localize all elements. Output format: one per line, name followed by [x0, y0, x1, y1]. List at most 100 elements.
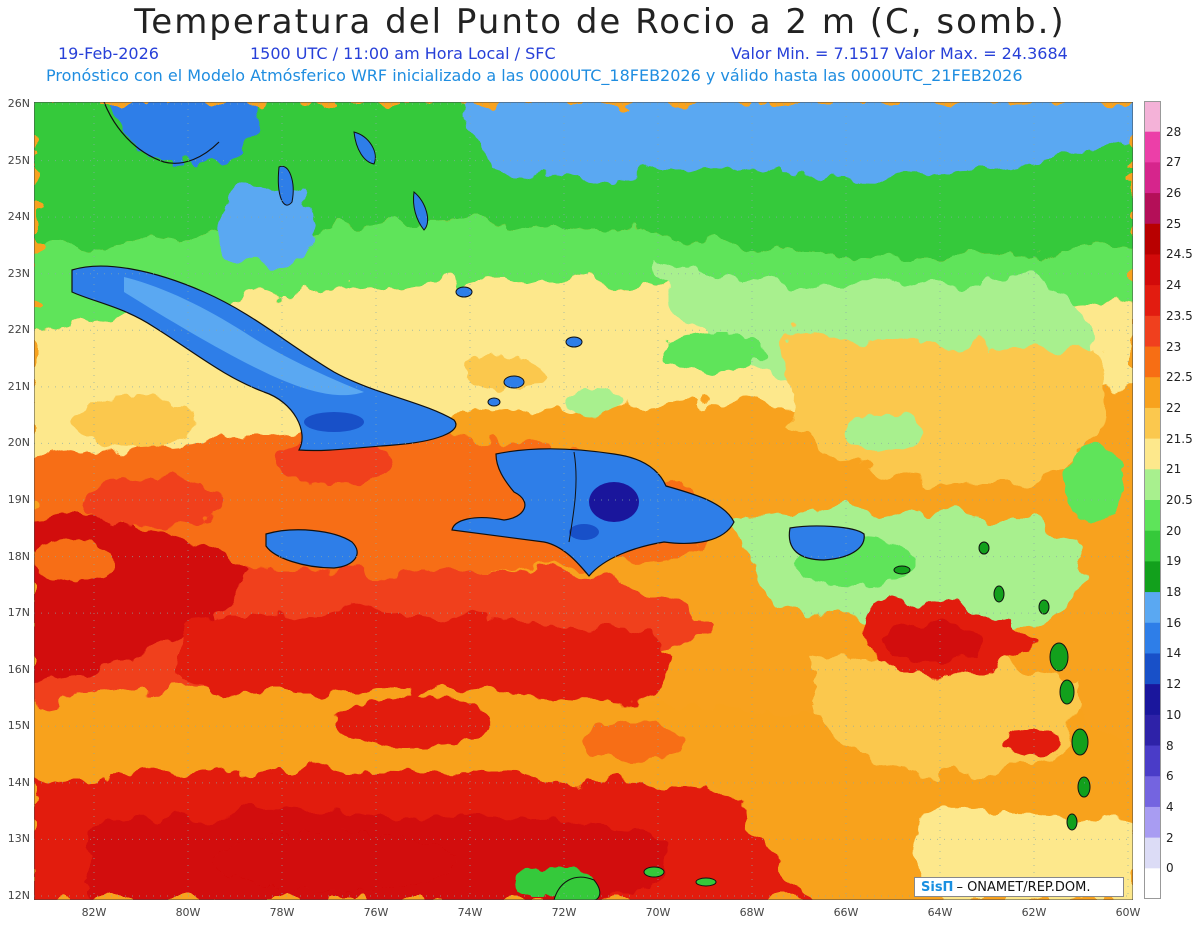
- colorbar-swatch: [1144, 530, 1161, 562]
- forecast-date: 19-Feb-2026: [58, 44, 159, 63]
- colorbar-label: 16: [1166, 615, 1182, 630]
- longitude-label: 66W: [833, 906, 859, 919]
- field-band-red-south: [184, 611, 669, 715]
- colorbar-swatch: [1144, 407, 1161, 440]
- bahamas-islands: [277, 131, 583, 407]
- colorbar-label: 2: [1166, 830, 1174, 845]
- colorbar-label: 12: [1166, 677, 1182, 692]
- colorbar-swatch: [1144, 223, 1161, 255]
- south-america-coast: [553, 866, 717, 900]
- field-detail: [34, 332, 1124, 897]
- colorbar-label: 10: [1166, 707, 1182, 722]
- field-blue-florida: [104, 102, 256, 164]
- colorbar-label: 23.5: [1166, 308, 1193, 323]
- dewpoint-map: [34, 102, 1133, 900]
- hispaniola: [451, 448, 735, 577]
- colorbar-label: 20.5: [1166, 493, 1193, 507]
- latitude-label: 24N: [7, 210, 30, 224]
- model-info-line: Pronóstico con el Modelo Atmósferico WRF…: [46, 66, 1023, 85]
- longitude-label: 72W: [551, 906, 577, 919]
- colorbar-swatch: [1144, 131, 1161, 163]
- cuba: [71, 265, 457, 452]
- colorbar-swatch: [1144, 714, 1161, 747]
- colorbar-swatch: [1144, 101, 1161, 133]
- colorbar-label: 22: [1166, 400, 1182, 415]
- colorbar-label: 18: [1166, 585, 1182, 600]
- latitude-label: 12N: [7, 889, 30, 902]
- latitude-label: 22N: [7, 323, 30, 337]
- min-max-values: Valor Min. = 7.1517 Valor Max. = 24.3684: [731, 44, 1068, 63]
- credit-box: SisΠ – ONAMET/REP.DOM.: [914, 877, 1124, 897]
- florida-coast: [103, 102, 220, 164]
- longitude-label: 82W: [81, 906, 107, 919]
- colorbar-label: 23: [1166, 339, 1182, 354]
- colorbar-swatch: [1144, 377, 1161, 409]
- latitude-label: 21N: [7, 379, 30, 393]
- lesser-antilles: [893, 541, 1091, 831]
- colorbar-label: 24: [1166, 278, 1182, 293]
- colorbar-swatch: [1144, 438, 1161, 470]
- latitude-label: 18N: [7, 549, 30, 563]
- colorbar-swatch: [1144, 868, 1161, 899]
- longitude-label: 70W: [645, 906, 671, 919]
- colorbar-label: 19: [1166, 554, 1182, 569]
- latitude-label: 20N: [7, 436, 30, 450]
- colorbar-label: 20: [1166, 523, 1182, 538]
- colorbar-swatch: [1144, 346, 1161, 378]
- latitude-label: 26N: [7, 97, 30, 110]
- colorbar-label: 27: [1166, 155, 1182, 170]
- longitude-label: 64W: [927, 906, 953, 919]
- colorbar-swatch: [1144, 469, 1161, 501]
- colorbar-swatch: [1144, 837, 1161, 869]
- colorbar-label: 14: [1166, 646, 1182, 661]
- colorbar-swatch: [1144, 684, 1161, 716]
- colorbar-swatch: [1144, 622, 1161, 654]
- colorbar-swatch: [1144, 592, 1161, 624]
- latitude-label: 25N: [7, 153, 30, 167]
- colorbar-label: 22.5: [1166, 370, 1193, 385]
- colorbar-swatch: [1144, 806, 1161, 839]
- colorbar-label: 4: [1166, 799, 1174, 814]
- colorbar-label: 6: [1166, 769, 1174, 784]
- colorbar-swatch: [1144, 745, 1161, 777]
- colorbar: [1144, 101, 1161, 899]
- latitude-label: 14N: [7, 775, 30, 789]
- map-title: Temperatura del Punto de Rocio a 2 m (C,…: [134, 2, 1066, 42]
- puerto-rico: [788, 525, 865, 561]
- latitude-label: 17N: [7, 606, 30, 620]
- longitude-label: 80W: [175, 906, 201, 919]
- longitude-label: 78W: [269, 906, 295, 919]
- longitude-label: 68W: [739, 906, 765, 919]
- colorbar-label: 24.5: [1166, 247, 1193, 262]
- latitude-label: 16N: [7, 662, 30, 676]
- longitude-label: 62W: [1021, 906, 1047, 919]
- colorbar-label: 0: [1166, 861, 1174, 876]
- colorbar-swatch: [1144, 254, 1161, 286]
- forecast-time-line: 19-Feb-2026 1500 UTC / 11:00 am Hora Loc…: [58, 44, 1068, 63]
- sispi-logo: SisΠ: [921, 879, 954, 895]
- colorbar-swatch: [1144, 193, 1161, 225]
- lat-lon-grid: [34, 102, 1133, 900]
- field-blue-bahamas: [214, 187, 314, 267]
- colorbar-label: 8: [1166, 738, 1174, 753]
- longitude-label: 60W: [1115, 906, 1141, 919]
- colorbar-swatch: [1144, 500, 1161, 532]
- colorbar-swatch: [1144, 653, 1161, 685]
- latitude-label: 19N: [7, 493, 30, 506]
- jamaica: [265, 529, 358, 569]
- colorbar-swatch: [1144, 285, 1161, 317]
- credit-text: – ONAMET/REP.DOM.: [956, 879, 1091, 895]
- colorbar-label: 28: [1166, 124, 1182, 139]
- colorbar-label: 25: [1166, 216, 1182, 231]
- colorbar-label: 21: [1166, 462, 1182, 477]
- colorbar-swatch: [1144, 776, 1161, 808]
- forecast-time: 1500 UTC / 11:00 am Hora Local / SFC: [250, 44, 556, 63]
- field-blue-northeast: [464, 102, 1133, 176]
- colorbar-label: 26: [1166, 186, 1182, 201]
- colorbar-swatch: [1144, 315, 1161, 348]
- latitude-label: 23N: [7, 266, 30, 280]
- latitude-label: 15N: [7, 719, 30, 733]
- colorbar-swatch: [1144, 162, 1161, 194]
- colorbar-label: 21.5: [1166, 431, 1193, 446]
- longitude-label: 74W: [457, 906, 483, 919]
